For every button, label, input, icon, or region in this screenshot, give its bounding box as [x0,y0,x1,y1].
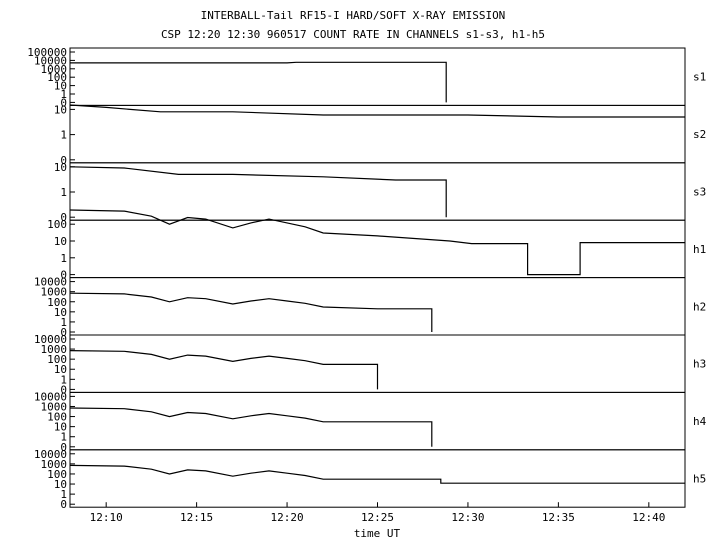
x-axis: 12:10 12:15 12:20 12:25 12:30 12:35 12:40 [90,502,665,524]
y-tick-label: 1000 [41,400,68,413]
panel-label-h3: h3 [693,358,706,371]
y-tick-label: 100000 [27,46,67,59]
y-tick-label: 1 [60,431,67,444]
x-tick-label: 12:30 [451,511,484,524]
y-tick-label: 100 [47,411,67,424]
y-tick-label: 10 [54,80,67,93]
y-tick-label: 10000 [34,333,67,346]
panel-frame [69,104,686,164]
panel-frame [69,47,686,106]
panel-label-h4: h4 [693,415,707,428]
y-tick-label: 0 [60,269,67,282]
y-tick-label: 100 [47,296,67,309]
x-axis-label: time UT [354,527,401,540]
y-tick-label: 100 [47,468,67,481]
y-tick-label: 1 [60,88,67,101]
y-tick-label: 10 [54,363,67,376]
y-tick-label: 1000 [41,458,68,471]
series-line-h5 [69,464,685,484]
y-tick-label: 10000 [34,390,67,403]
series-line-h4 [69,407,433,447]
y-tick-label: 1 [60,186,67,199]
series-line-s3 [69,166,447,218]
y-tick-label: 10 [54,103,67,116]
y-tick-label: 10 [54,306,67,319]
y-tick-label: 1000 [41,63,68,76]
series-line-s1 [70,61,447,103]
y-tick-label: 1 [60,252,67,265]
x-tick-label: 12:35 [542,511,575,524]
x-tick-label: 12:20 [270,511,303,524]
series-line-h1 [69,209,685,276]
y-tick-label: 10 [54,161,67,174]
y-tick-label: 1 [60,488,67,501]
panel-frame [69,449,686,508]
y-tick-label: 100 [47,218,67,231]
y-tick-label: 1000 [41,343,68,356]
y-tick-label: 0 [60,498,67,511]
y-tick-label: 1000 [41,286,68,299]
chart-subtitle: CSP 12:20 12:30 960517 COUNT RATE IN CHA… [161,28,545,41]
y-tick-label: 0 [60,441,67,454]
y-tick-label: 10000 [34,276,67,289]
y-tick-label: 0 [60,96,67,109]
y-tick-label: 10000 [34,54,67,67]
panel-frame [69,277,686,336]
y-tick-label: 10 [54,421,67,434]
panel-label-s3: s3 [693,186,706,199]
panel-frame [69,162,686,221]
y-tick-label: 100 [47,71,67,84]
panels-group: 1000001000010001001010s11010s21010s31001… [27,46,706,511]
x-tick-label: 12:15 [180,511,213,524]
panel-frame [69,391,686,451]
y-tick-label: 100 [47,353,67,366]
y-tick-label: 0 [60,383,67,396]
chart-title: INTERBALL-Tail RF15-I HARD/SOFT X-RAY EM… [201,9,506,22]
panel-label-h1: h1 [693,243,706,256]
y-tick-label: 10 [54,235,67,248]
y-tick-label: 0 [60,154,67,167]
series-line-h3 [69,350,379,390]
panel-label-s2: s2 [693,128,706,141]
series-line-s2 [69,104,685,118]
y-tick-label: 1 [60,373,67,386]
y-tick-label: 10000 [34,448,67,461]
y-tick-label: 1 [60,129,67,142]
panel-label-s1: s1 [693,71,706,84]
panel-label-h5: h5 [693,473,706,486]
y-tick-label: 0 [60,326,67,339]
panel-label-h2: h2 [693,300,706,313]
series-line-h2 [69,292,433,332]
panel-frame [69,219,686,279]
x-tick-label: 12:10 [90,511,123,524]
x-tick-label: 12:40 [632,511,665,524]
x-tick-label: 12:25 [361,511,394,524]
y-tick-label: 1 [60,316,67,329]
y-tick-label: 0 [60,211,67,224]
y-tick-label: 10 [54,478,67,491]
